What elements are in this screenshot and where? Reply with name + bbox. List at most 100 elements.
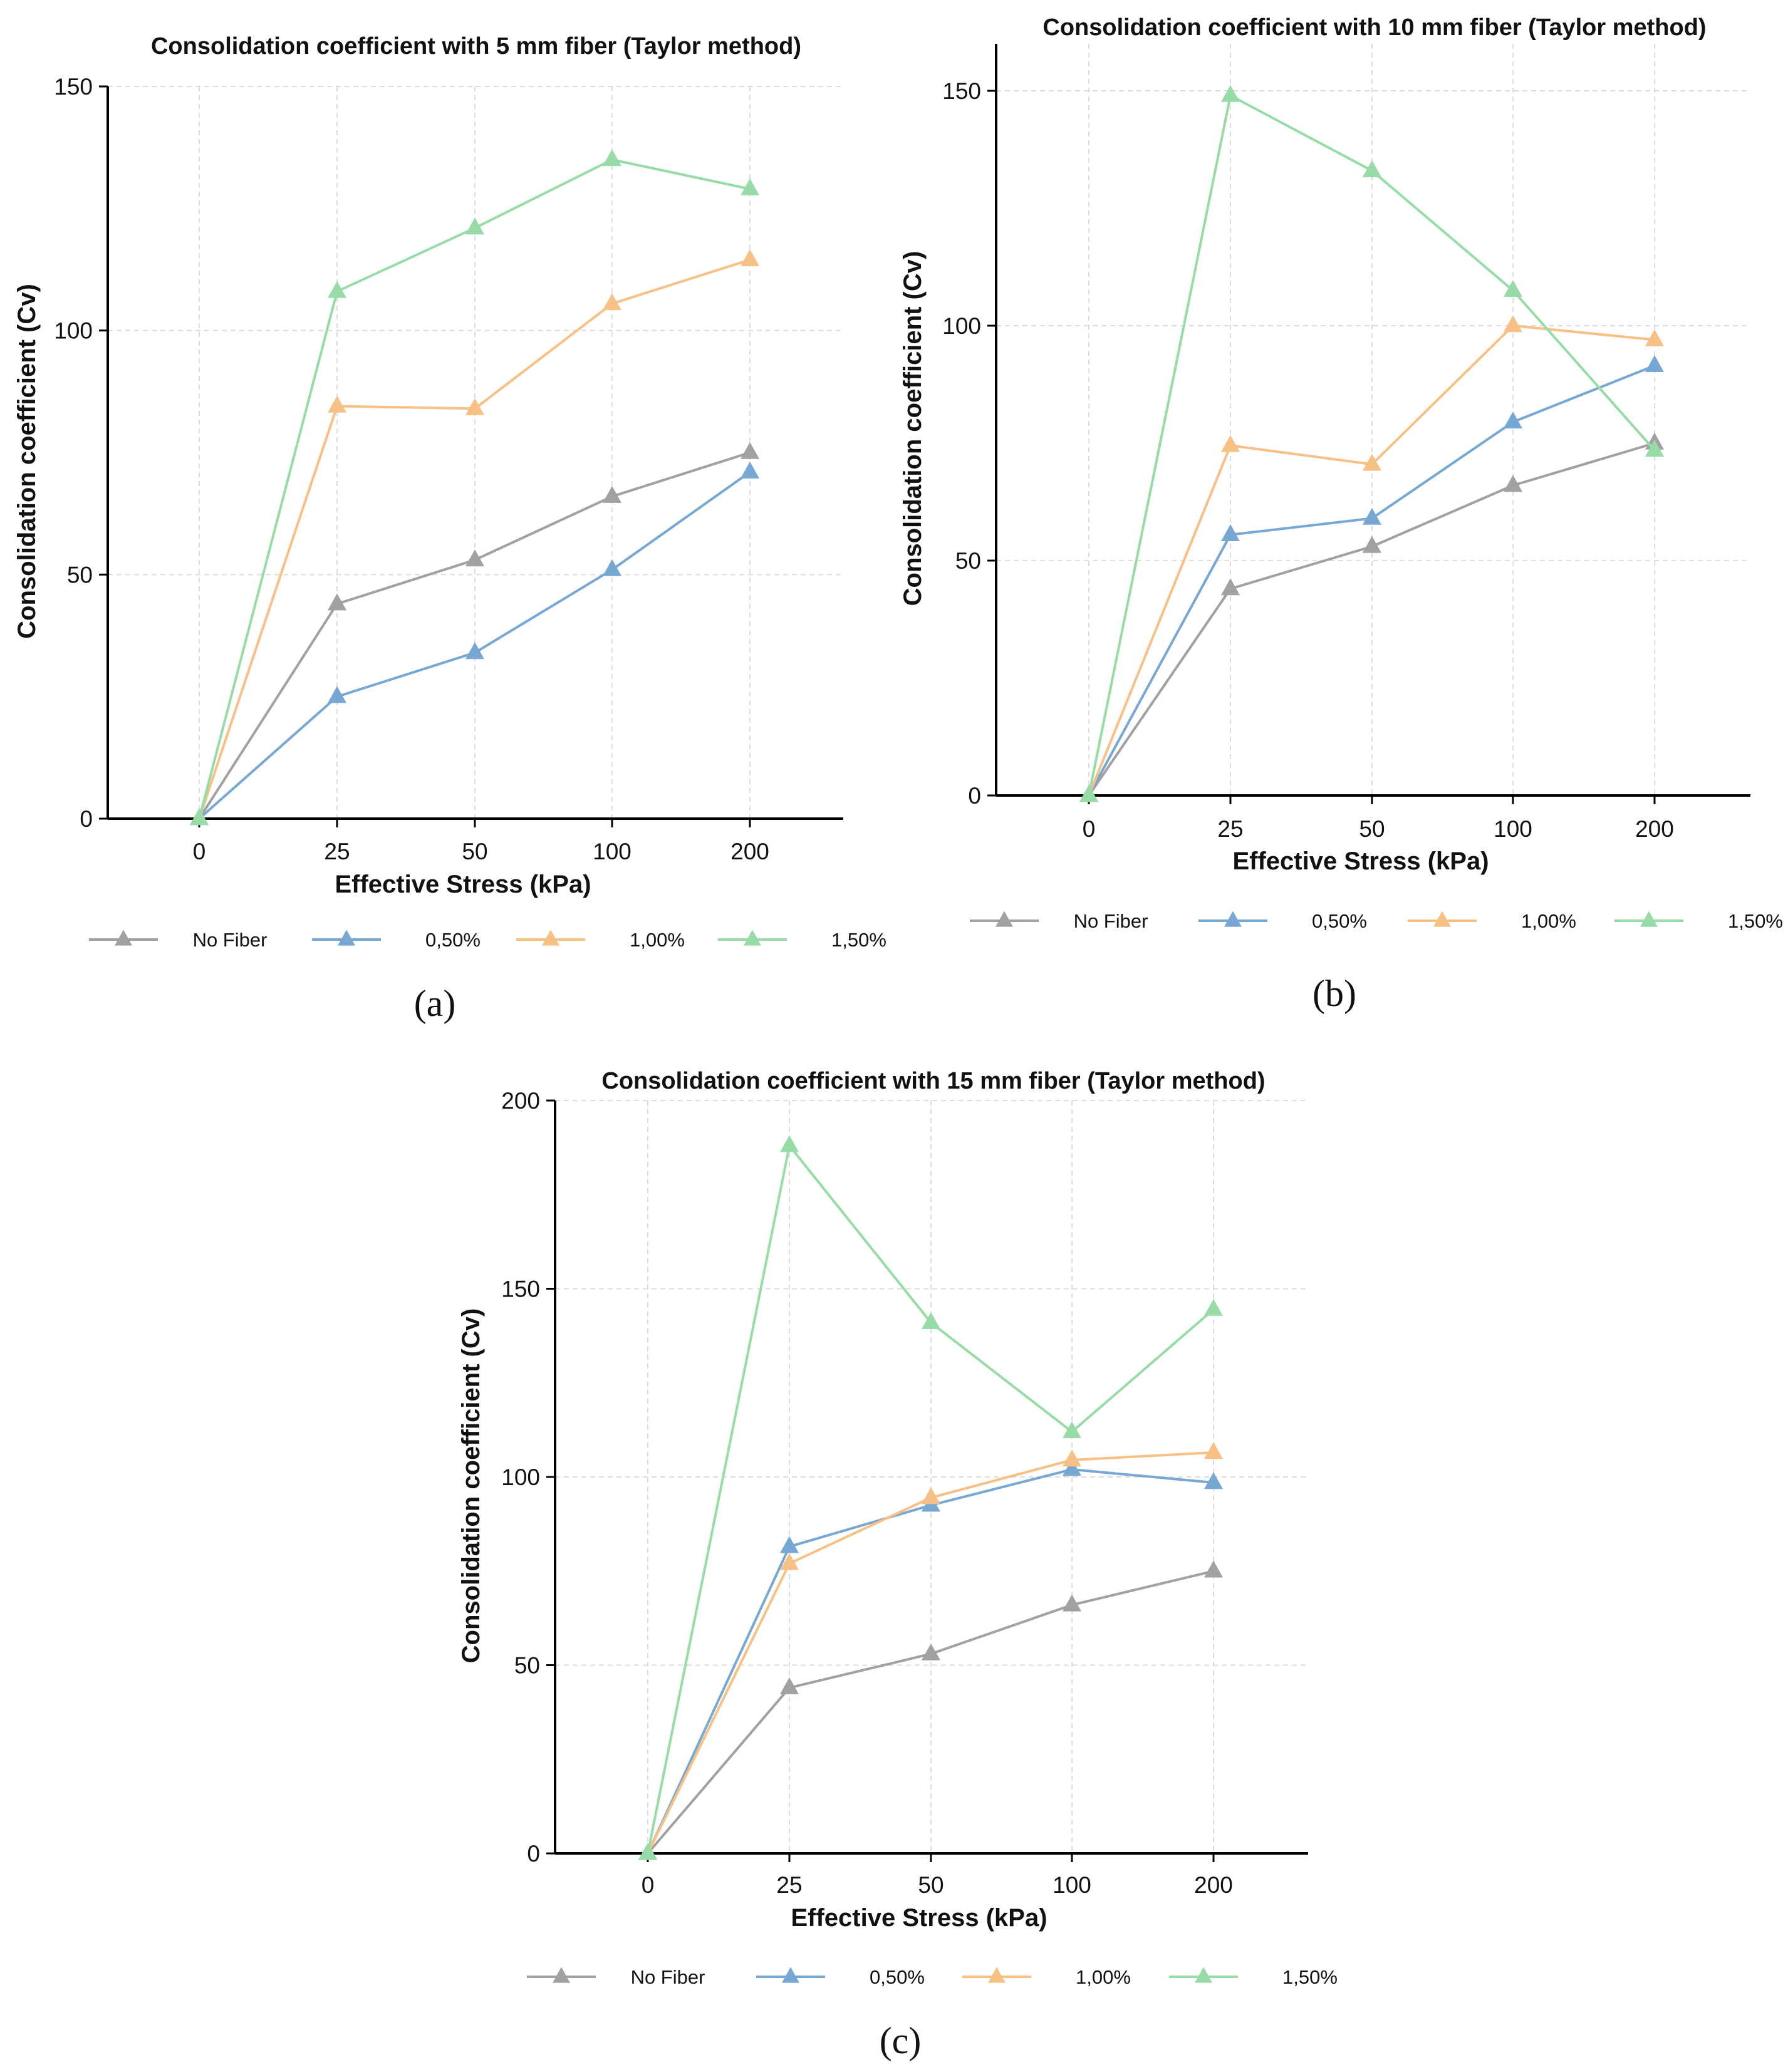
- legend-marker: [1195, 1967, 1212, 1983]
- data-point: [1063, 1594, 1081, 1612]
- legend-marker: [553, 1967, 570, 1983]
- data-point: [741, 178, 759, 195]
- legend-label: No Fiber: [193, 929, 268, 951]
- data-point: [1063, 1459, 1081, 1476]
- data-point: [741, 461, 759, 479]
- y-tick-label: 50: [67, 562, 93, 588]
- legend-label: No Fiber: [1074, 910, 1148, 932]
- data-point: [603, 485, 621, 503]
- y-tick-label: 150: [501, 1277, 540, 1302]
- data-point: [328, 686, 346, 703]
- x-axis-title: Effective Stress (kPa): [1232, 847, 1489, 875]
- data-point: [1221, 85, 1240, 102]
- data-point: [1079, 785, 1098, 802]
- chart-panel-2: 0 50 100 150 0 25 50 100 200 Consolidation coeffi…: [899, 14, 1783, 1014]
- x-tick-label: 25: [776, 1872, 802, 1898]
- x-tick-label: 25: [1217, 816, 1243, 842]
- y-tick-label: 150: [942, 78, 981, 104]
- data-point: [922, 1312, 940, 1329]
- x-tick-label: 100: [1053, 1872, 1091, 1898]
- x-axis-title: Effective Stress (kPa): [335, 871, 591, 898]
- x-tick-label: 0: [193, 839, 206, 864]
- series-1-50-: [1079, 85, 1664, 802]
- legend-label: 0,50%: [1312, 910, 1367, 932]
- panel-label: (c): [880, 2020, 922, 2061]
- legend: No Fiber 0,50% 1,00% 1,50%: [89, 929, 886, 951]
- x-tick-label: 100: [1494, 816, 1532, 842]
- y-tick-label: 100: [942, 313, 981, 339]
- data-point: [922, 1643, 940, 1660]
- data-point: [603, 293, 621, 311]
- chart-panel-3: 0 50 100 150 200 0 25 50 100 200 Consolidation coe…: [457, 1068, 1338, 2061]
- data-point: [1063, 1449, 1081, 1467]
- data-point: [465, 549, 484, 567]
- legend-label: 0,50%: [870, 1966, 925, 1988]
- y-tick-label: 0: [968, 783, 981, 809]
- data-point: [1204, 1442, 1223, 1459]
- data-point: [1504, 412, 1522, 429]
- y-tick-label: 100: [501, 1464, 540, 1490]
- data-point: [1204, 1298, 1223, 1316]
- series-1-50-: [190, 149, 759, 826]
- data-point: [1221, 435, 1240, 452]
- data-point: [780, 1553, 799, 1570]
- data-point: [465, 642, 484, 660]
- data-point: [1504, 315, 1522, 333]
- chart-panel-1: 0 50 100 150 0 25 50 100 200 Consolidation coeffi…: [13, 33, 886, 1024]
- data-point: [1221, 524, 1240, 542]
- x-tick-label: 0: [642, 1872, 655, 1898]
- data-point: [1645, 355, 1664, 373]
- data-point: [741, 249, 759, 266]
- chart-title: Consolidation coefficient with 5 mm fibe…: [151, 33, 801, 60]
- legend-label: No Fiber: [631, 1966, 705, 1988]
- data-point: [465, 217, 484, 235]
- legend-marker: [115, 930, 132, 946]
- data-point: [741, 442, 759, 459]
- panel-label: (a): [414, 983, 456, 1024]
- data-point: [780, 1677, 799, 1694]
- legend-marker: [744, 930, 761, 946]
- legend-marker: [782, 1967, 799, 1983]
- y-tick-label: 150: [54, 74, 93, 100]
- y-tick-label: 50: [514, 1653, 540, 1679]
- data-point: [1204, 1472, 1223, 1489]
- legend-marker: [1433, 911, 1451, 927]
- legend-label: 1,50%: [831, 929, 886, 951]
- x-tick-label: 25: [324, 839, 350, 864]
- y-tick-label: 0: [527, 1841, 540, 1867]
- legend-marker: [1224, 911, 1242, 927]
- series-line: [1088, 94, 1656, 796]
- y-axis-title: Consolidation coefficient (Cv): [13, 284, 41, 639]
- x-tick-label: 50: [1359, 816, 1385, 842]
- chart-title: Consolidation coefficient with 15 mm fib…: [601, 1068, 1265, 1094]
- data-point: [780, 1536, 799, 1553]
- y-axis-title: Consolidation coefficient (Cv): [457, 1308, 485, 1664]
- data-point: [328, 593, 346, 611]
- x-tick-label: 50: [462, 839, 487, 864]
- legend-marker: [988, 1967, 1006, 1983]
- y-tick-label: 200: [501, 1088, 540, 1114]
- x-tick-label: 0: [1083, 816, 1096, 842]
- data-point: [603, 559, 621, 576]
- data-point: [780, 1135, 799, 1153]
- data-point: [1363, 536, 1381, 553]
- data-point: [638, 1843, 657, 1860]
- y-axis-title: Consolidation coefficient (Cv): [899, 251, 927, 606]
- panel-label: (b): [1312, 973, 1356, 1014]
- data-point: [1645, 440, 1664, 457]
- legend-label: 1,50%: [1282, 1966, 1338, 1988]
- legend-label: 0,50%: [425, 929, 481, 951]
- legend-label: 1,00%: [1076, 1966, 1131, 1988]
- data-point: [1063, 1421, 1081, 1439]
- legend-marker: [542, 930, 559, 946]
- data-point: [1504, 280, 1522, 298]
- legend-marker: [995, 911, 1013, 927]
- data-point: [328, 281, 346, 298]
- y-tick-label: 0: [80, 806, 93, 832]
- legend: No Fiber 0,50% 1,00% 1,50%: [970, 910, 1783, 932]
- y-tick-label: 50: [955, 548, 981, 574]
- data-point: [1363, 453, 1381, 471]
- legend-label: 1,00%: [1521, 910, 1576, 932]
- data-point: [1504, 475, 1522, 492]
